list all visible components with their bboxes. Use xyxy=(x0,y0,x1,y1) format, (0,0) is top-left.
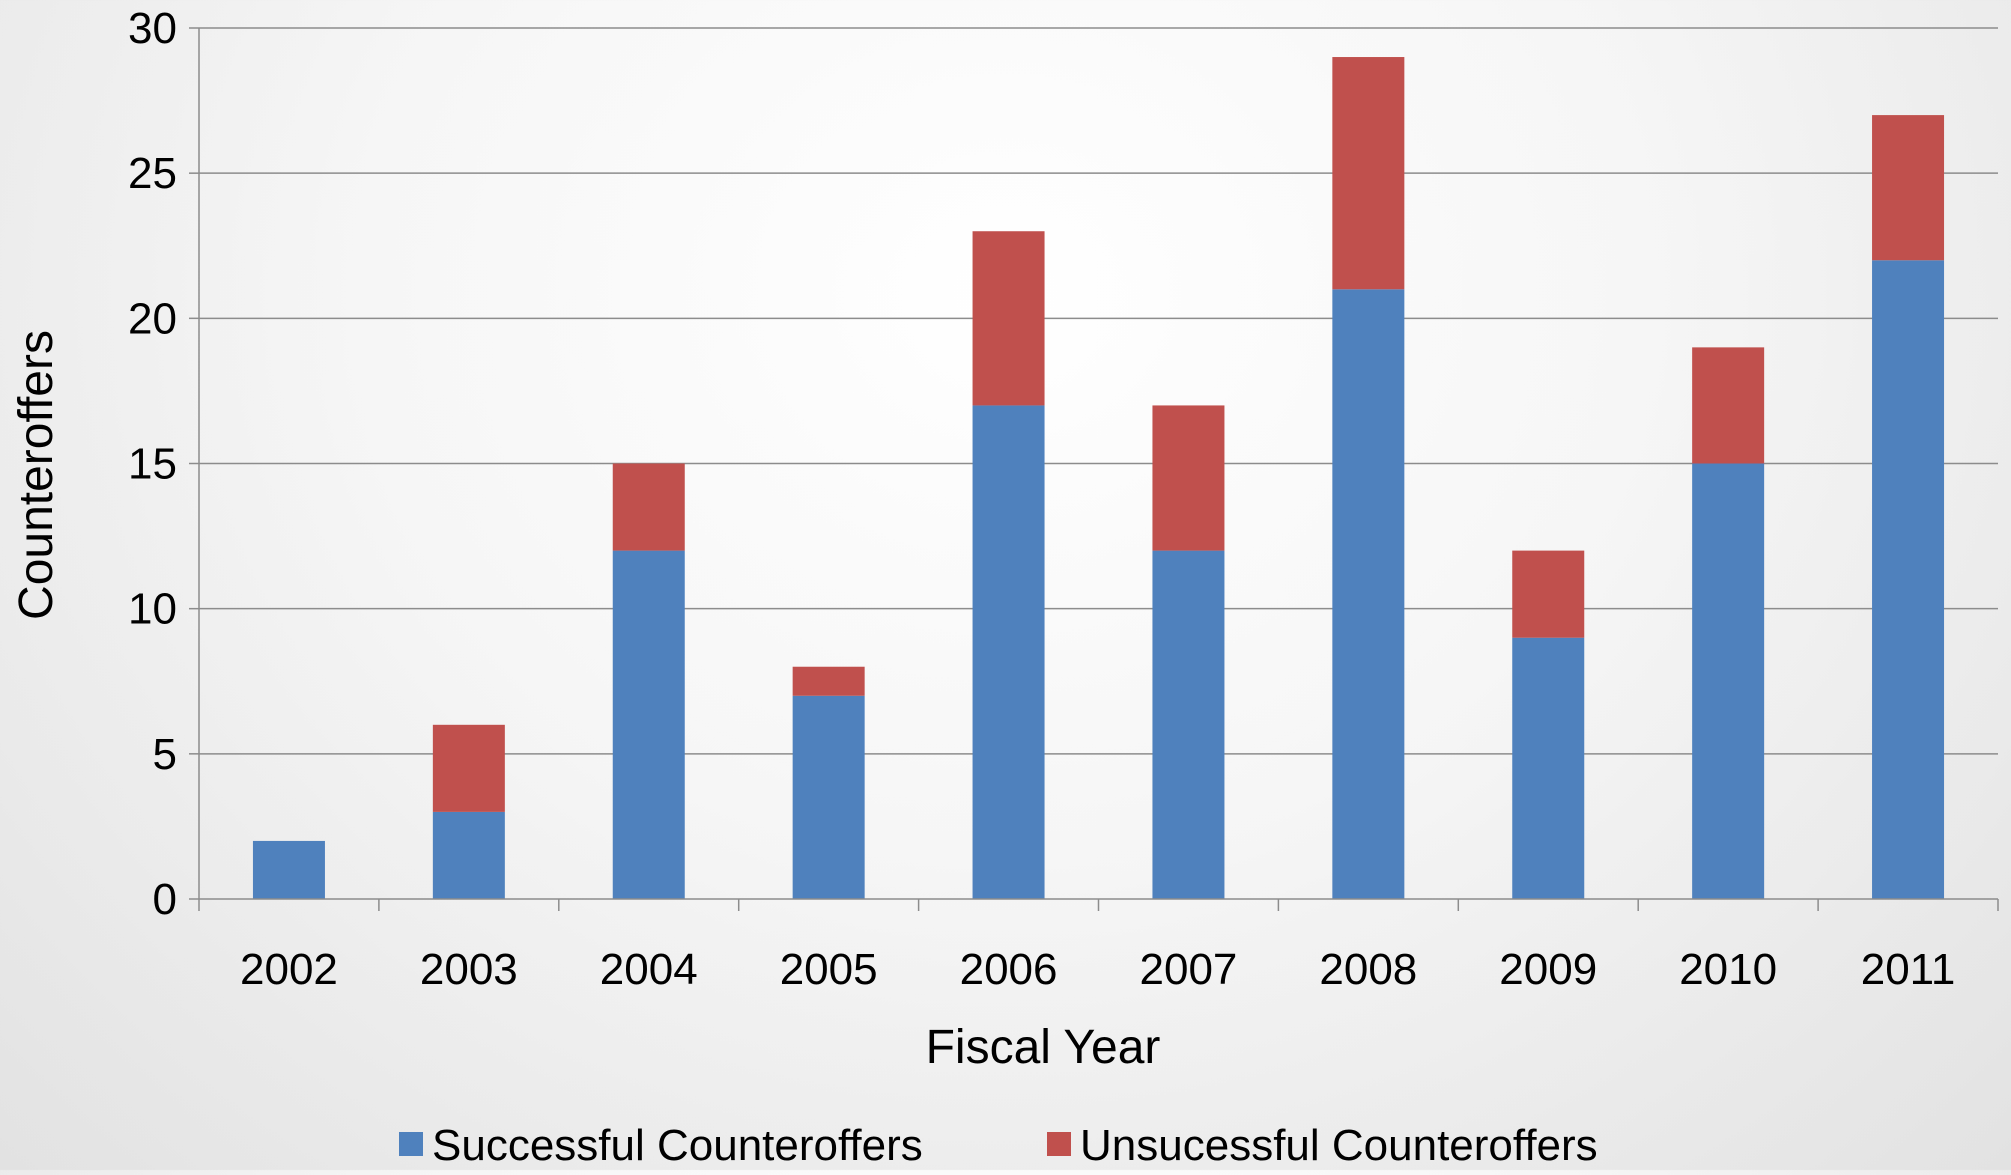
bar-unsuccessful-2007 xyxy=(1152,405,1225,551)
y-tick-label: 20 xyxy=(128,294,177,343)
bar-unsuccessful-2003 xyxy=(432,724,505,812)
legend-swatch xyxy=(1047,1132,1071,1156)
x-tick-label: 2007 xyxy=(1140,945,1238,994)
y-tick-labels: 0 5 10 15 20 25 30 xyxy=(128,4,177,924)
bar-successful-2008 xyxy=(1332,289,1405,899)
y-tick-label: 10 xyxy=(128,585,177,634)
bar-unsuccessful-2009 xyxy=(1512,550,1585,638)
x-tick-label: 2005 xyxy=(780,945,878,994)
bar-unsuccessful-2008 xyxy=(1332,57,1405,290)
bar-unsuccessful-2010 xyxy=(1692,347,1765,464)
x-tick-label: 2008 xyxy=(1319,945,1417,994)
bar-unsuccessful-2006 xyxy=(972,231,1045,406)
bar-unsuccessful-2004 xyxy=(612,463,685,551)
bars xyxy=(252,57,1945,899)
bar-successful-2005 xyxy=(792,695,865,899)
x-axis-title: Fiscal Year xyxy=(926,1021,1161,1074)
bar-successful-2009 xyxy=(1512,637,1585,899)
legend-label: Successful Counteroffers xyxy=(432,1121,923,1170)
bar-successful-2007 xyxy=(1152,550,1225,899)
y-tick-label: 25 xyxy=(128,149,177,198)
bar-successful-2011 xyxy=(1872,260,1945,899)
y-axis-title: Counteroffers xyxy=(10,330,63,620)
bar-successful-2003 xyxy=(432,811,505,899)
legend-swatch xyxy=(399,1132,423,1156)
y-tick-label: 30 xyxy=(128,4,177,53)
x-tick-label: 2009 xyxy=(1499,945,1597,994)
y-tick-label: 0 xyxy=(153,875,177,924)
x-tick-label: 2011 xyxy=(1861,945,1956,994)
x-tick-label: 2003 xyxy=(420,945,518,994)
axes xyxy=(189,27,1999,911)
legend: Successful Counteroffers Unsucessful Coun… xyxy=(399,1121,1598,1170)
legend-label: Unsucessful Counteroffers xyxy=(1080,1121,1598,1170)
x-tick-label: 2002 xyxy=(240,945,338,994)
y-tick-label: 15 xyxy=(128,440,177,489)
bar-successful-2002 xyxy=(252,840,325,899)
x-tick-labels: 2002 2003 2004 2005 2006 2007 2008 2009 2010 2011 xyxy=(240,945,1955,994)
y-tick-label: 5 xyxy=(153,730,177,779)
bar-successful-2010 xyxy=(1692,463,1765,899)
bar-successful-2004 xyxy=(612,550,685,899)
x-tick-label: 2010 xyxy=(1679,945,1777,994)
bar-unsuccessful-2005 xyxy=(792,666,865,696)
bar-successful-2006 xyxy=(972,405,1045,899)
x-tick-label: 2004 xyxy=(600,945,698,994)
bar-unsuccessful-2011 xyxy=(1872,115,1945,261)
x-tick-label: 2006 xyxy=(960,945,1058,994)
